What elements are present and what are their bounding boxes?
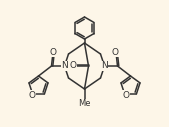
Text: O: O [28, 91, 35, 100]
Text: O: O [69, 61, 77, 70]
Text: Me: Me [78, 99, 91, 108]
Text: N: N [61, 61, 68, 70]
Text: O: O [112, 48, 119, 57]
Text: O: O [122, 91, 129, 100]
Text: N: N [101, 61, 108, 70]
Text: O: O [50, 48, 57, 57]
